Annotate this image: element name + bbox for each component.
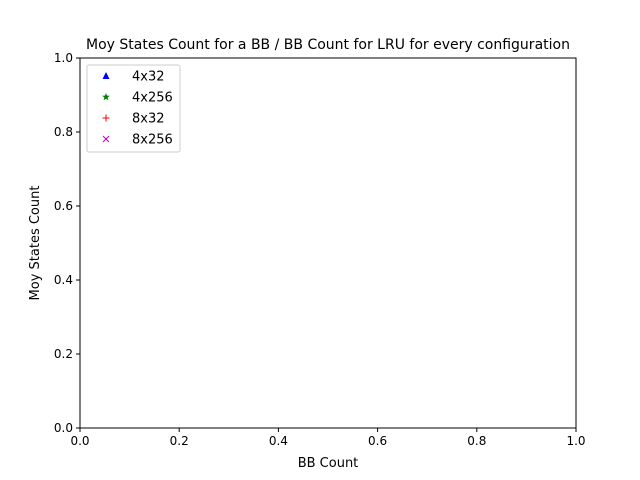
legend-entry: 4x32 [102,70,165,85]
chart-title: Moy States Count for a BB / BB Count for… [86,37,570,53]
y-tick-label: 0.4 [54,273,73,287]
legend-marker [102,135,110,143]
x-tick-label: 0.6 [368,434,387,448]
y-tick-label: 0.0 [54,421,73,435]
x-tick-label: 0.0 [70,434,89,448]
legend-label: 4x256 [132,91,173,106]
x-tick-label: 1.0 [566,434,585,448]
legend-label: 8x256 [132,133,173,148]
legend-box [86,64,181,153]
legend-marker [102,114,110,122]
y-axis-ticks: 0.0 0.2 0.4 0.6 0.8 1.0 [54,51,80,435]
legend-marker [102,72,110,79]
legend: 4x32 4x256 8x32 8x256 [86,64,181,153]
legend-entry: 8x256 [102,133,173,148]
y-tick-label: 0.8 [54,125,73,139]
y-tick-label: 0.2 [54,347,73,361]
x-tick-label: 0.2 [170,434,189,448]
legend-label: 8x32 [132,112,165,127]
legend-entry: 4x256 [102,91,173,106]
x-axis-label: BB Count [298,456,359,471]
y-axis-label: Moy States Count [28,186,43,301]
y-tick-label: 1.0 [54,51,73,65]
x-tick-label: 0.4 [269,434,288,448]
x-axis-ticks: 0.0 0.2 0.4 0.6 0.8 1.0 [70,428,586,448]
legend-marker [102,93,110,101]
y-tick-label: 0.6 [54,199,73,213]
legend-entry: 8x32 [102,112,165,127]
x-tick-label: 0.8 [467,434,486,448]
legend-label: 4x32 [132,70,165,85]
